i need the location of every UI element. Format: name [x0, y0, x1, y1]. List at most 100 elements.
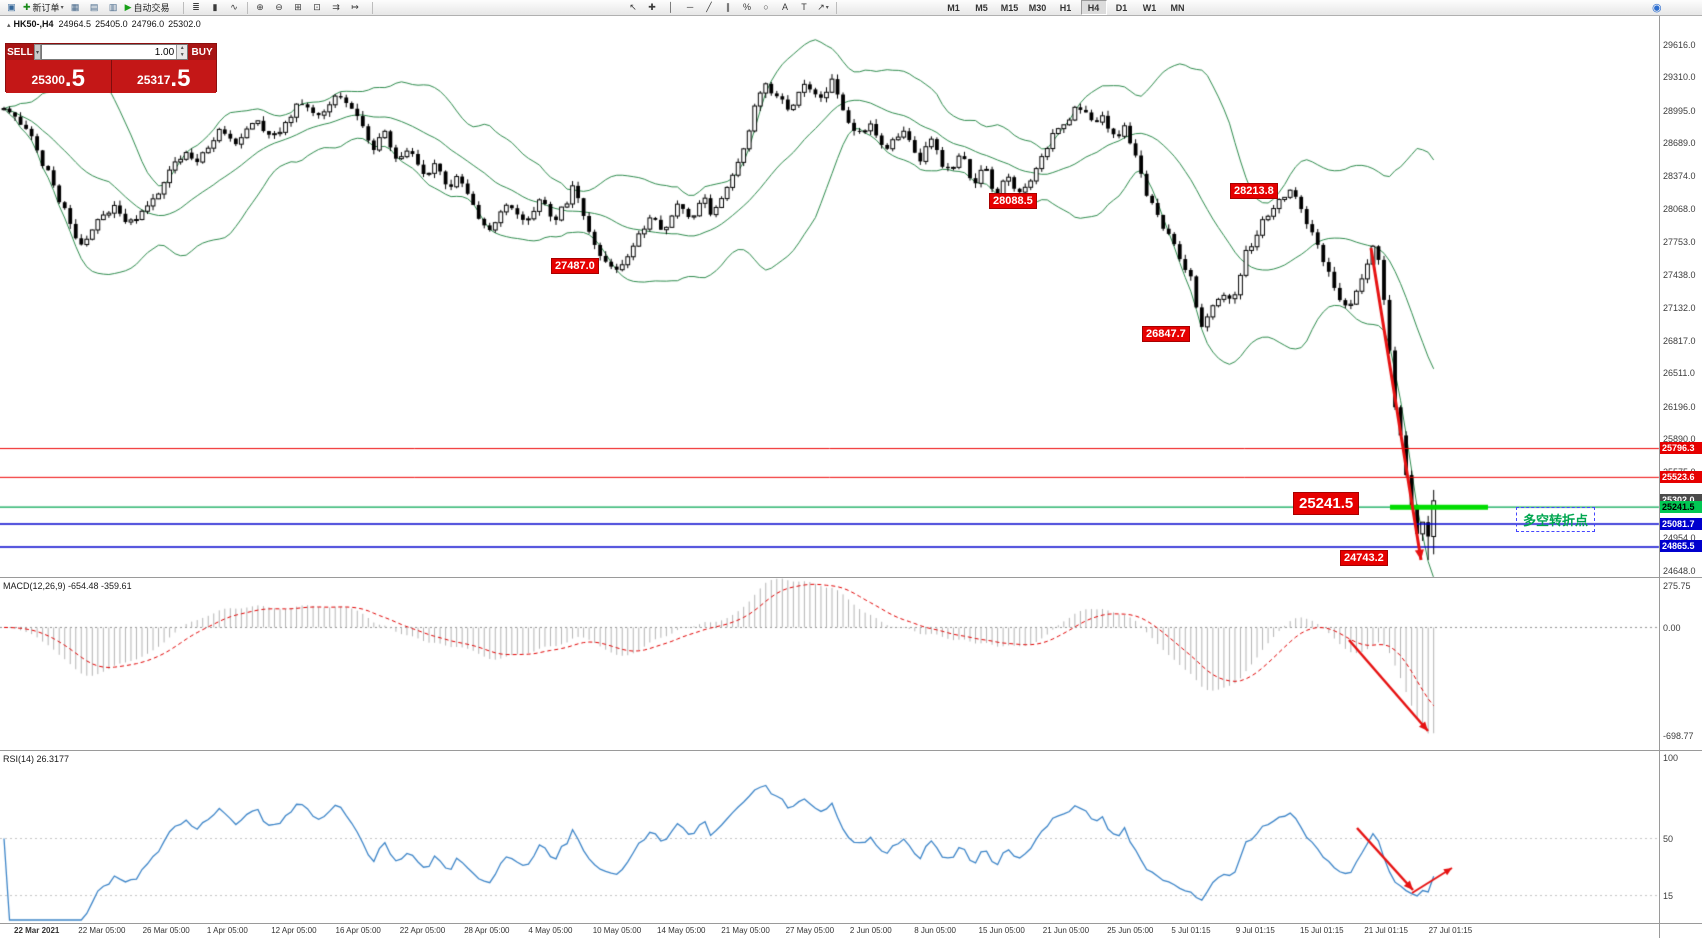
buy-price-main: 25317 — [137, 73, 171, 87]
symbol-arrow-icon: ▴ — [7, 22, 11, 29]
spin-down-icon[interactable]: ▼ — [177, 52, 188, 59]
fibonacci-icon[interactable]: % — [743, 2, 752, 12]
price-axis-badge: 25241.5 — [1660, 500, 1702, 513]
price-axis-label: 25890.0 — [1663, 434, 1696, 445]
time-axis-label: 28 Apr 05:00 — [464, 926, 510, 935]
mql-community-icon[interactable]: ◉ — [1652, 2, 1662, 14]
time-axis-label: 26 Mar 05:00 — [142, 926, 190, 935]
price-tag[interactable]: 28088.5 — [989, 193, 1037, 209]
spin-up-icon[interactable]: ▲ — [177, 45, 188, 52]
tile-windows-icon[interactable]: ⊞ — [294, 2, 302, 12]
new-order-button[interactable]: ✚ 新订单 ▾ — [23, 2, 64, 13]
sell-button[interactable]: SELL — [6, 44, 34, 60]
volume-stepper[interactable]: ▲ ▼ — [176, 45, 188, 59]
volume-input[interactable] — [42, 45, 177, 59]
time-axis-label: 21 Jun 05:00 — [1042, 926, 1090, 935]
price-axis-label: 29310.0 — [1663, 72, 1696, 83]
timeframe-d1[interactable]: D1 — [1115, 2, 1128, 13]
new-chart-icon[interactable]: ⊡ — [313, 2, 321, 12]
text-icon[interactable]: A — [782, 2, 789, 12]
time-axis-label: 14 May 05:00 — [657, 926, 706, 935]
ellipse-icon[interactable]: ○ — [763, 2, 769, 12]
time-axis-label: 27 Jul 01:15 — [1428, 926, 1473, 935]
arrow-tool-icon[interactable]: ↗ ▾ — [817, 2, 829, 12]
price-axis-border — [1659, 16, 1660, 938]
time-axis-label: 15 Jun 05:00 — [978, 926, 1025, 935]
timeframe-m30[interactable]: M30 — [1028, 2, 1047, 13]
chart-shift-icon[interactable]: ↦ — [351, 2, 359, 12]
price-tag[interactable]: 28213.8 — [1230, 183, 1278, 199]
price-axis-label: 28068.0 — [1663, 203, 1696, 214]
charts-grid-icon[interactable]: ▦ — [70, 2, 80, 12]
time-axis-label: 9 Jul 01:15 — [1235, 926, 1275, 935]
time-axis-label: 21 May 05:00 — [721, 926, 770, 935]
time-axis-label: 1 Apr 05:00 — [206, 926, 248, 935]
volume-dropdown-icon[interactable]: ▾ — [33, 44, 42, 60]
price-axis-badge: 25796.3 — [1660, 442, 1702, 455]
one-click-trading-panel: SELL ▾ ▲ ▼ BUY 25300.5 25317.5 — [5, 43, 217, 93]
toolbar-separator — [835, 1, 837, 14]
quote-open: 24964.5 — [58, 19, 92, 29]
macd-label: MACD(12,26,9) -654.48 -359.61 — [3, 581, 132, 591]
timeframe-h4[interactable]: H4 — [1080, 0, 1107, 15]
time-axis-label: 22 Apr 05:00 — [399, 926, 446, 935]
volume-field: ▲ ▼ — [41, 44, 189, 60]
timeframe-w1[interactable]: W1 — [1142, 2, 1157, 13]
timeframe-m5[interactable]: M5 — [975, 2, 988, 13]
buy-button[interactable]: BUY — [188, 44, 216, 60]
price-tag[interactable]: 24743.2 — [1340, 550, 1388, 566]
buy-price-frac: .5 — [170, 65, 191, 92]
rsi-axis-label: 15 — [1663, 891, 1674, 902]
navigator-icon[interactable]: ▥ — [108, 2, 118, 12]
sell-price-button[interactable]: 25300.5 — [6, 60, 112, 93]
time-axis-label: 15 Jul 01:15 — [1300, 926, 1344, 935]
time-axis-label: 2 Jun 05:00 — [849, 926, 892, 935]
price-axis-badge: 25523.6 — [1660, 470, 1702, 483]
macd-axis-label: 0.00 — [1663, 622, 1681, 633]
candlestick-chart-icon[interactable]: ▮ — [212, 2, 218, 12]
price-tag[interactable]: 26847.7 — [1142, 326, 1190, 342]
price-tag[interactable]: 27487.0 — [551, 258, 599, 274]
rsi-panel-separator[interactable] — [0, 750, 1702, 751]
toolbar-spacer — [376, 7, 624, 8]
buy-price-button[interactable]: 25317.5 — [112, 60, 217, 93]
timeframe-m15[interactable]: M15 — [1000, 2, 1019, 13]
symbol-window-icon[interactable]: ▣ — [7, 2, 16, 12]
vertical-line-icon[interactable]: │ — [668, 2, 674, 12]
auto-scroll-icon[interactable]: ⇉ — [332, 2, 340, 12]
quote-close: 25302.0 — [168, 19, 201, 29]
price-axis-label: 28374.0 — [1663, 171, 1696, 182]
turning-point-note[interactable]: 多空转折点 — [1516, 507, 1596, 532]
label-icon[interactable]: T — [801, 2, 807, 12]
bar-chart-icon[interactable]: ≣ — [192, 2, 200, 12]
zoom-in-icon[interactable]: ⊕ — [256, 2, 264, 12]
price-axis-label: 26511.0 — [1663, 368, 1695, 379]
line-chart-icon[interactable]: ∿ — [230, 2, 238, 12]
horizontal-line-icon[interactable]: ─ — [686, 2, 694, 12]
rsi-axis-label: 100 — [1663, 752, 1679, 763]
price-tag[interactable]: 25241.5 — [1293, 492, 1360, 515]
cursor-icon[interactable]: ↖ — [629, 2, 637, 12]
timeframe-h1[interactable]: H1 — [1059, 2, 1072, 13]
rsi-label: RSI(14) 26.3177 — [3, 754, 70, 764]
channel-icon[interactable]: ∥ — [725, 2, 731, 12]
sell-price-frac: .5 — [64, 65, 85, 92]
time-axis-label: 25 Jun 05:00 — [1107, 926, 1154, 935]
crosshair-icon[interactable]: ✚ — [648, 2, 656, 12]
timeframe-m1[interactable]: M1 — [947, 2, 960, 13]
time-axis-label: 21 Jul 01:15 — [1364, 926, 1408, 935]
timeframe-mn[interactable]: MN — [1170, 2, 1185, 13]
price-axis-label: 24648.0 — [1663, 565, 1696, 576]
zoom-out-icon[interactable]: ⊖ — [275, 2, 283, 12]
toolbar-spacer — [365, 7, 369, 8]
market-watch-icon[interactable]: ▤ — [89, 2, 99, 12]
macd-panel-separator[interactable] — [0, 577, 1702, 578]
time-axis-label: 27 May 05:00 — [785, 926, 835, 935]
autotrade-button[interactable]: ▶ 自动交易 — [124, 2, 170, 13]
price-axis-label: 27132.0 — [1663, 302, 1696, 313]
trendline-icon[interactable]: ╱ — [706, 2, 712, 12]
price-axis-badge: 24865.5 — [1660, 540, 1702, 553]
time-axis-separator[interactable] — [0, 923, 1702, 924]
price-axis-label: 26817.0 — [1663, 336, 1696, 347]
